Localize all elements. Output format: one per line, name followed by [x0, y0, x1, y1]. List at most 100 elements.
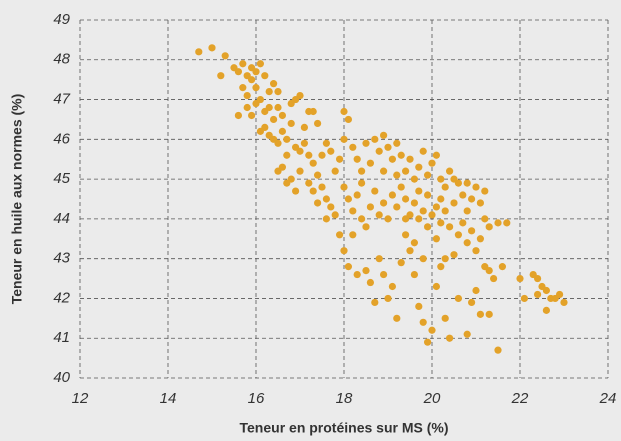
point: [344, 195, 352, 203]
point: [560, 298, 568, 307]
point: [287, 119, 295, 128]
point: [256, 60, 264, 68]
point: [424, 171, 432, 179]
point: [239, 84, 247, 92]
point: [327, 147, 335, 155]
point: [309, 107, 317, 116]
point: [353, 191, 361, 199]
point: [322, 215, 330, 223]
point: [419, 255, 427, 263]
point: [388, 155, 396, 163]
point: [344, 263, 352, 271]
point: [362, 267, 370, 275]
point: [432, 282, 440, 291]
point: [410, 199, 418, 207]
point: [446, 334, 454, 342]
x-tick-label: 14: [160, 390, 177, 407]
point: [366, 159, 374, 167]
point: [432, 203, 440, 211]
x-tick-label: 16: [248, 390, 265, 407]
point: [252, 68, 260, 76]
point: [437, 219, 445, 227]
point: [388, 191, 396, 199]
x-tick-label: 12: [72, 390, 89, 407]
point: [384, 215, 392, 223]
point: [494, 219, 502, 227]
point: [296, 147, 304, 155]
point: [415, 215, 423, 223]
point: [314, 171, 322, 179]
y-tick-label: 41: [53, 329, 70, 346]
point: [318, 183, 326, 191]
point: [450, 199, 458, 207]
point: [556, 290, 564, 299]
point: [384, 294, 392, 303]
point: [516, 274, 524, 283]
point: [472, 286, 480, 295]
point: [248, 111, 256, 120]
point: [344, 115, 352, 124]
point: [265, 103, 273, 112]
point: [256, 95, 264, 104]
point: [314, 119, 322, 128]
point: [270, 115, 278, 124]
point: [261, 72, 269, 80]
point: [362, 139, 370, 147]
point: [265, 88, 273, 96]
point: [402, 215, 410, 223]
point: [402, 195, 410, 203]
point: [410, 239, 418, 247]
point: [305, 179, 313, 187]
point: [437, 195, 445, 203]
point: [358, 167, 366, 175]
point: [195, 48, 203, 56]
point: [454, 231, 462, 239]
point: [415, 163, 423, 171]
point: [208, 44, 216, 52]
point: [358, 179, 366, 187]
y-tick-label: 43: [53, 250, 70, 267]
point: [287, 99, 295, 108]
point: [331, 211, 339, 219]
point: [243, 91, 251, 100]
point: [221, 52, 229, 60]
point: [353, 270, 361, 279]
point: [503, 219, 511, 227]
x-tick-label: 24: [599, 390, 617, 407]
point: [424, 223, 432, 231]
point: [393, 171, 401, 179]
point: [278, 111, 286, 120]
point: [419, 147, 427, 155]
x-tick-label: 20: [423, 390, 441, 407]
point: [371, 135, 379, 143]
point: [520, 294, 529, 303]
point: [314, 199, 322, 207]
point: [402, 231, 410, 239]
y-tick-label: 47: [53, 91, 70, 108]
point: [424, 191, 432, 199]
point: [362, 223, 370, 231]
point: [349, 207, 357, 215]
point: [437, 175, 445, 183]
point: [446, 167, 454, 175]
point: [393, 139, 401, 147]
point: [375, 255, 383, 263]
point: [371, 298, 379, 307]
y-tick-label: 46: [53, 130, 70, 147]
point: [248, 76, 256, 84]
point: [463, 330, 471, 338]
point: [534, 274, 542, 283]
y-tick-label: 45: [53, 170, 70, 187]
point: [274, 139, 282, 147]
point: [468, 195, 476, 203]
point: [340, 183, 348, 191]
point: [252, 84, 260, 92]
y-tick-label: 42: [53, 289, 70, 306]
point: [454, 179, 462, 187]
point: [353, 155, 361, 163]
point: [406, 155, 414, 163]
point: [217, 72, 225, 80]
point: [397, 183, 405, 191]
